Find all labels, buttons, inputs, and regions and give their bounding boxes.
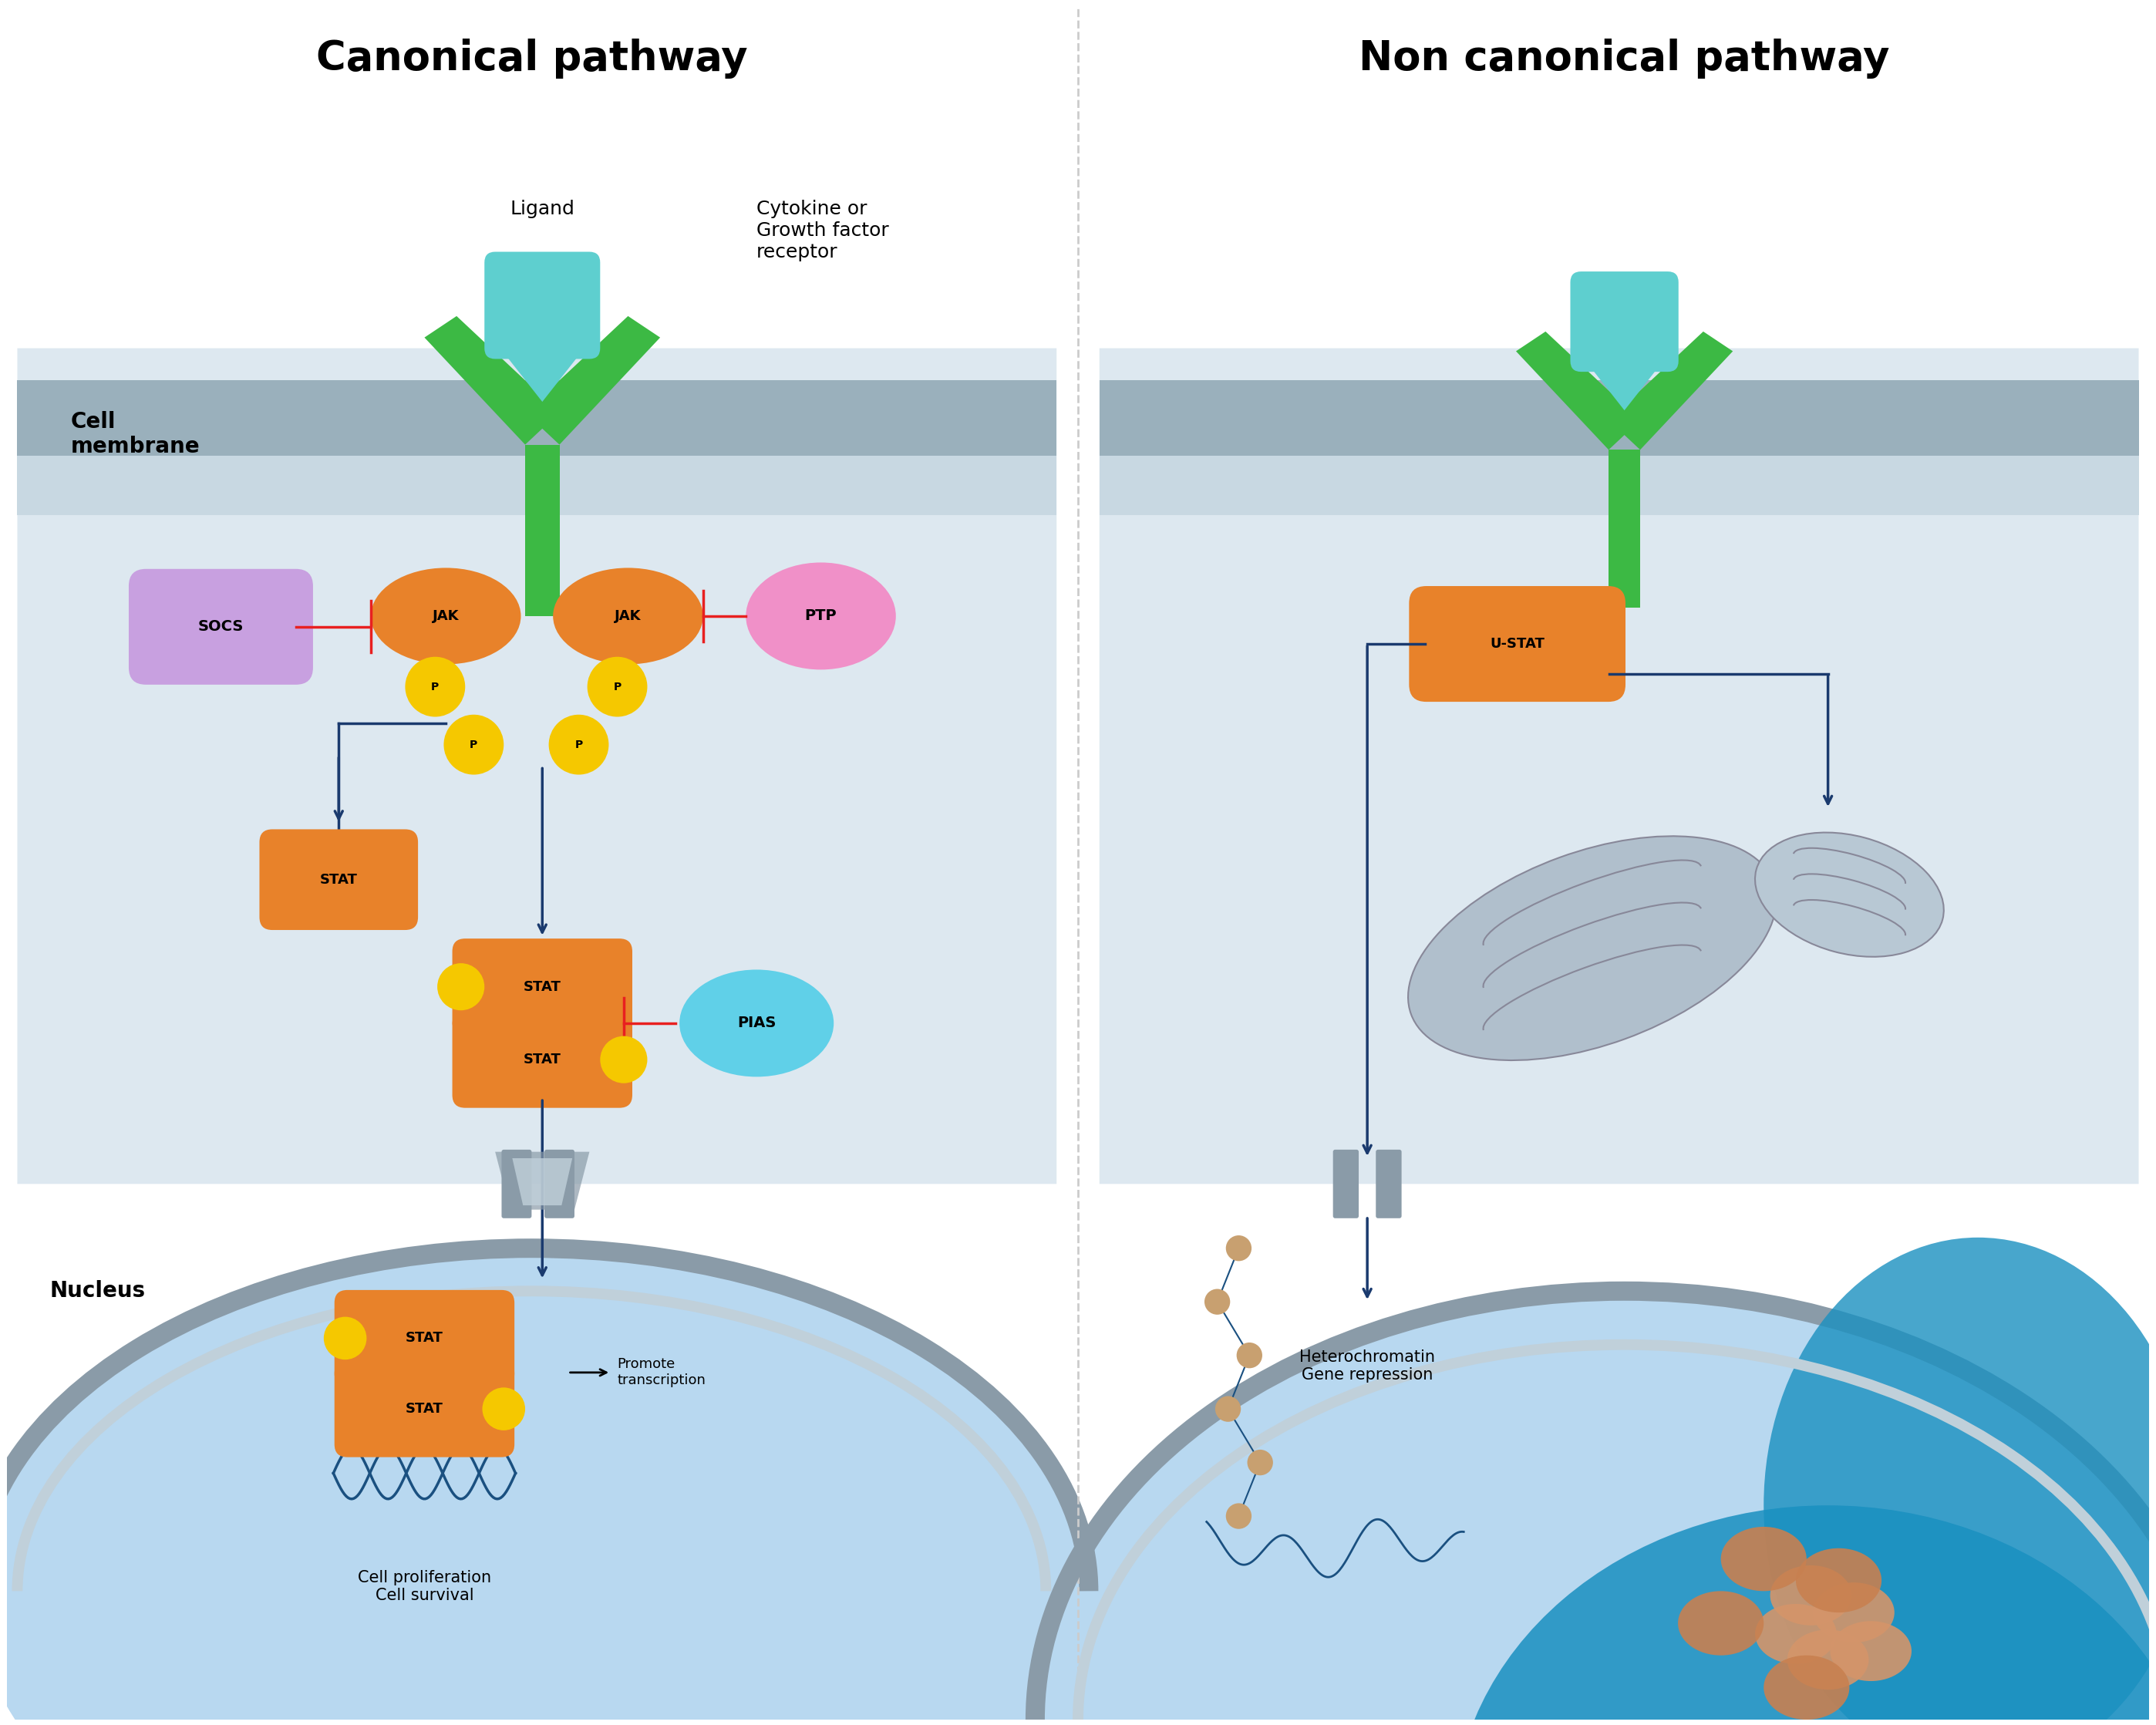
Polygon shape — [1580, 355, 1669, 411]
Text: STAT: STAT — [524, 980, 561, 994]
FancyBboxPatch shape — [1410, 586, 1626, 702]
Text: Heterochromatin
Gene repression: Heterochromatin Gene repression — [1300, 1349, 1436, 1383]
Text: P: P — [470, 740, 479, 750]
Ellipse shape — [1035, 1290, 2156, 1725]
Ellipse shape — [1764, 1237, 2156, 1725]
Ellipse shape — [1216, 1396, 1242, 1421]
Text: STAT: STAT — [524, 1052, 561, 1066]
Text: Cell
membrane: Cell membrane — [71, 411, 201, 457]
Ellipse shape — [1755, 833, 1945, 957]
Ellipse shape — [323, 1316, 367, 1359]
Polygon shape — [513, 1157, 571, 1206]
Text: JAK: JAK — [433, 609, 459, 623]
Ellipse shape — [552, 568, 703, 664]
Polygon shape — [1608, 331, 1733, 450]
Ellipse shape — [1238, 1342, 1261, 1368]
FancyBboxPatch shape — [17, 348, 1056, 1183]
Ellipse shape — [586, 657, 647, 718]
Bar — [526, 445, 558, 616]
Text: Non canonical pathway: Non canonical pathway — [1358, 40, 1891, 79]
Ellipse shape — [0, 1249, 1089, 1725]
Ellipse shape — [1830, 1621, 1912, 1682]
Bar — [1100, 380, 2139, 455]
Text: Canonical pathway: Canonical pathway — [315, 40, 748, 79]
Polygon shape — [526, 316, 660, 445]
Ellipse shape — [1453, 1506, 2156, 1725]
FancyBboxPatch shape — [334, 1361, 515, 1458]
Ellipse shape — [1796, 1549, 1882, 1613]
Ellipse shape — [1787, 1630, 1869, 1690]
Text: Cytokine or
Growth factor
receptor: Cytokine or Growth factor receptor — [757, 200, 888, 260]
Text: STAT: STAT — [405, 1332, 444, 1346]
Ellipse shape — [1813, 1582, 1895, 1642]
Ellipse shape — [679, 969, 834, 1076]
Ellipse shape — [1755, 1604, 1837, 1665]
Ellipse shape — [1720, 1527, 1807, 1590]
Text: SOCS: SOCS — [198, 619, 244, 635]
Text: P: P — [612, 681, 621, 692]
Text: STAT: STAT — [319, 873, 358, 887]
Ellipse shape — [1770, 1565, 1852, 1625]
Text: Promote
transcription: Promote transcription — [617, 1358, 705, 1387]
Polygon shape — [1516, 331, 1641, 450]
Text: P: P — [431, 681, 440, 692]
FancyBboxPatch shape — [545, 1149, 573, 1218]
FancyBboxPatch shape — [453, 1011, 632, 1107]
Text: Cell proliferation
Cell survival: Cell proliferation Cell survival — [358, 1570, 492, 1604]
FancyBboxPatch shape — [453, 938, 632, 1035]
FancyBboxPatch shape — [1100, 348, 2139, 1183]
Text: Ligand: Ligand — [511, 200, 576, 217]
Text: JAK: JAK — [614, 609, 640, 623]
FancyBboxPatch shape — [1376, 1149, 1401, 1218]
Bar — [17, 380, 1056, 455]
FancyBboxPatch shape — [1332, 1149, 1358, 1218]
Text: Nucleus: Nucleus — [50, 1280, 144, 1302]
Ellipse shape — [444, 714, 505, 775]
Ellipse shape — [1227, 1502, 1253, 1528]
Ellipse shape — [438, 963, 485, 1011]
FancyBboxPatch shape — [1570, 271, 1680, 373]
Bar — [1100, 455, 2139, 516]
FancyBboxPatch shape — [485, 252, 599, 359]
Ellipse shape — [746, 562, 897, 669]
FancyBboxPatch shape — [502, 1149, 533, 1218]
Ellipse shape — [1248, 1449, 1272, 1475]
Text: PIAS: PIAS — [737, 1016, 776, 1030]
Ellipse shape — [483, 1387, 526, 1430]
Ellipse shape — [550, 714, 608, 775]
Ellipse shape — [371, 568, 522, 664]
Ellipse shape — [1408, 837, 1777, 1061]
Bar — [1608, 450, 1641, 607]
FancyBboxPatch shape — [259, 830, 418, 930]
Text: P: P — [576, 740, 582, 750]
Text: U-STAT: U-STAT — [1490, 637, 1544, 650]
Bar — [17, 455, 1056, 516]
Polygon shape — [496, 342, 589, 402]
Text: STAT: STAT — [405, 1402, 444, 1416]
Ellipse shape — [599, 1037, 647, 1083]
Ellipse shape — [1677, 1590, 1764, 1656]
Ellipse shape — [405, 657, 466, 718]
FancyBboxPatch shape — [334, 1290, 515, 1387]
Polygon shape — [496, 1152, 589, 1209]
Polygon shape — [425, 316, 558, 445]
FancyBboxPatch shape — [129, 569, 313, 685]
Ellipse shape — [1205, 1289, 1231, 1314]
Ellipse shape — [1227, 1235, 1253, 1261]
Ellipse shape — [1764, 1656, 1850, 1720]
Text: PTP: PTP — [804, 609, 837, 623]
